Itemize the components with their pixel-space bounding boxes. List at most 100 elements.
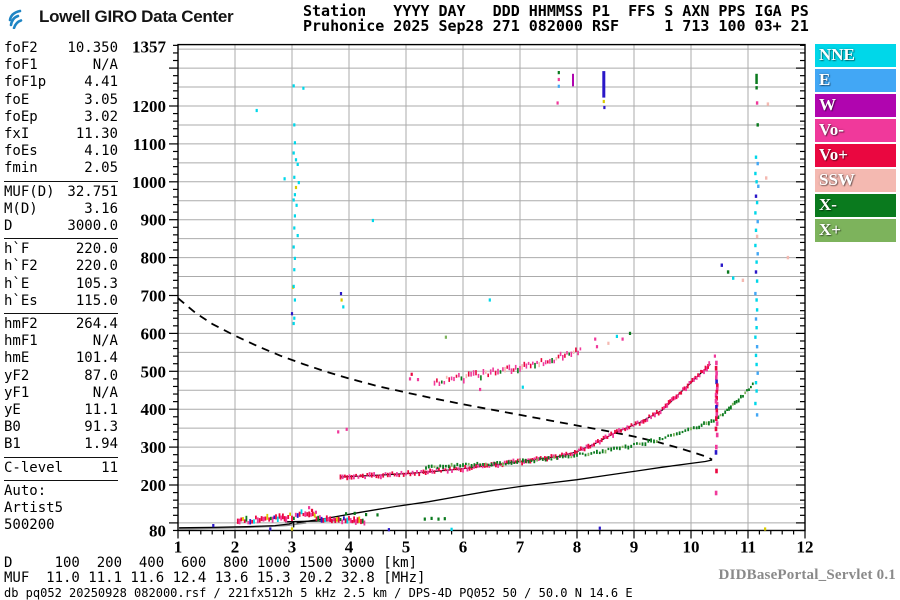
series-spread-column-3mhz (255, 84, 374, 326)
legend-item-vo-: Vo- (815, 119, 896, 142)
param-row-b1: B1 1.94 (4, 436, 118, 453)
param-row-foe: foE 3.05 (4, 92, 118, 109)
giro-logo: Lowell GIRO Data Center (8, 5, 234, 29)
param-label: foEs (4, 143, 38, 160)
param-value: N/A (92, 333, 118, 350)
param-value: 3.02 (84, 108, 118, 125)
d-row: D 100 200 400 600 800 1000 1500 3000 [km… (4, 555, 418, 571)
param-label: hmF2 (4, 316, 38, 333)
param-label: D (4, 218, 13, 235)
y-tick-label: 300 (141, 438, 167, 457)
y-tick-label: 400 (141, 400, 167, 419)
muf-row: MUF 11.0 11.1 11.6 12.4 13.6 15.3 20.2 3… (4, 569, 426, 586)
param-label: 500200 (4, 517, 55, 534)
param-label: hmF1 (4, 333, 38, 350)
param-value: 32.751 (67, 183, 118, 200)
param-value: 3.16 (84, 200, 118, 217)
x-tick-label: 12 (797, 537, 814, 556)
series-es-trace (236, 509, 366, 526)
parameter-panel: foF2 10.350 foF1 N/A foF1p 4.41 foE 3.05 foEp 3.0… (4, 40, 118, 534)
x-tick-label: 10 (683, 537, 700, 556)
x-tick-label: 5 (402, 537, 411, 556)
param-label: foEp (4, 108, 38, 125)
series-f-region-spread-column (714, 360, 719, 496)
param-label: foF1p (4, 74, 47, 91)
param-row-h-f: h`F 220.0 (4, 241, 118, 258)
param-row-foep: foEp 3.02 (4, 109, 118, 126)
y-tick-label: 1100 (133, 135, 166, 154)
param-value: 264.4 (75, 316, 118, 333)
param-label: h`F2 (4, 258, 38, 275)
param-label: Auto: (4, 482, 47, 499)
panel-divider (4, 479, 118, 481)
series-topside-profile-extrapolation (177, 297, 713, 461)
y-tick-label: 1200 (132, 97, 166, 116)
param-label: B0 (4, 419, 21, 436)
param-value: 4.10 (84, 143, 118, 160)
param-label: fmin (4, 160, 38, 177)
param-row-yf1: yF1 N/A (4, 385, 118, 402)
y-tick-label: 700 (141, 287, 167, 306)
param-label: yE (4, 402, 21, 419)
legend-item-w: W (815, 94, 896, 117)
x-tick-label: 9 (630, 537, 639, 556)
series-o-trace (339, 361, 711, 481)
param-value: 87.0 (84, 367, 118, 384)
param-label: M(D) (4, 200, 38, 217)
y-tick-label: 500 (141, 362, 167, 381)
param-label: hmE (4, 350, 30, 367)
y-tick-label: 1357 (132, 37, 167, 56)
series-spread-column-11mhz (720, 86, 790, 417)
param-label: foF1 (4, 57, 38, 74)
param-row-fof1p: foF1p 4.41 (4, 74, 118, 91)
param-value: 3000.0 (67, 218, 118, 235)
param-value: 11.1 (84, 402, 118, 419)
series-bottomside-profile-F (296, 459, 713, 524)
param-value: N/A (92, 384, 118, 401)
param-row-fof1: foF1 N/A (4, 57, 118, 74)
x-tick-label: 8 (573, 537, 582, 556)
x-tick-label: 4 (345, 537, 354, 556)
y-tick-label: 600 (141, 324, 167, 343)
param-label: MUF(D) (4, 183, 55, 200)
param-value: 11.30 (75, 126, 118, 143)
param-row-fof2: foF2 10.350 (4, 40, 118, 57)
series-bottomside-profile-E (179, 521, 294, 529)
x-tick-label: 3 (288, 537, 297, 556)
x-tick-label: 6 (459, 537, 468, 556)
param-label: h`Es (4, 292, 38, 309)
param-label: foE (4, 91, 30, 108)
param-row-hmf2: hmF2 264.4 (4, 316, 118, 333)
param-label: foF2 (4, 40, 38, 56)
param-value: 220.0 (75, 258, 118, 275)
param-row-b0: B0 91.3 (4, 419, 118, 436)
series-profile-below-fmin (179, 522, 307, 530)
param-row-fxi: fxI 11.30 (4, 126, 118, 143)
series-vertical-bars (572, 71, 758, 98)
param-value: 101.4 (75, 350, 118, 367)
param-row-m-d-: M(D) 3.16 (4, 201, 118, 218)
y-tick-label: 900 (141, 211, 167, 230)
legend-item-e: E (815, 69, 896, 92)
panel-divider (4, 180, 118, 182)
param-label: fxI (4, 126, 30, 143)
d-muf-table: D 100 200 400 600 800 1000 1500 3000 [km… (4, 556, 425, 585)
param-row-auto-: Auto: (4, 483, 118, 500)
station-header-line2: Pruhonice 2025 Sep28 271 082000 RSF 1 71… (303, 16, 809, 35)
param-value: 91.3 (84, 419, 118, 436)
panel-divider (4, 313, 118, 315)
legend-item-x-: X+ (815, 219, 896, 242)
param-row-500200: 500200 (4, 517, 118, 534)
panel-divider (4, 456, 118, 458)
param-label: yF1 (4, 384, 30, 401)
x-tick-label: 7 (516, 537, 525, 556)
param-value: 105.3 (75, 275, 118, 292)
param-label: B1 (4, 436, 21, 453)
logo-text: Lowell GIRO Data Center (39, 7, 234, 26)
param-row-hmf1: hmF1 N/A (4, 333, 118, 350)
legend: NNE E W Vo- Vo+ SSW X- X+ (815, 44, 896, 244)
station-header: Station YYYY DAY DDD HHMMSS P1 FFS S AXN… (303, 4, 809, 35)
param-row-h-e: h`E 105.3 (4, 276, 118, 293)
y-tick-label: 1000 (132, 173, 166, 192)
param-row-ye: yE 11.1 (4, 402, 118, 419)
